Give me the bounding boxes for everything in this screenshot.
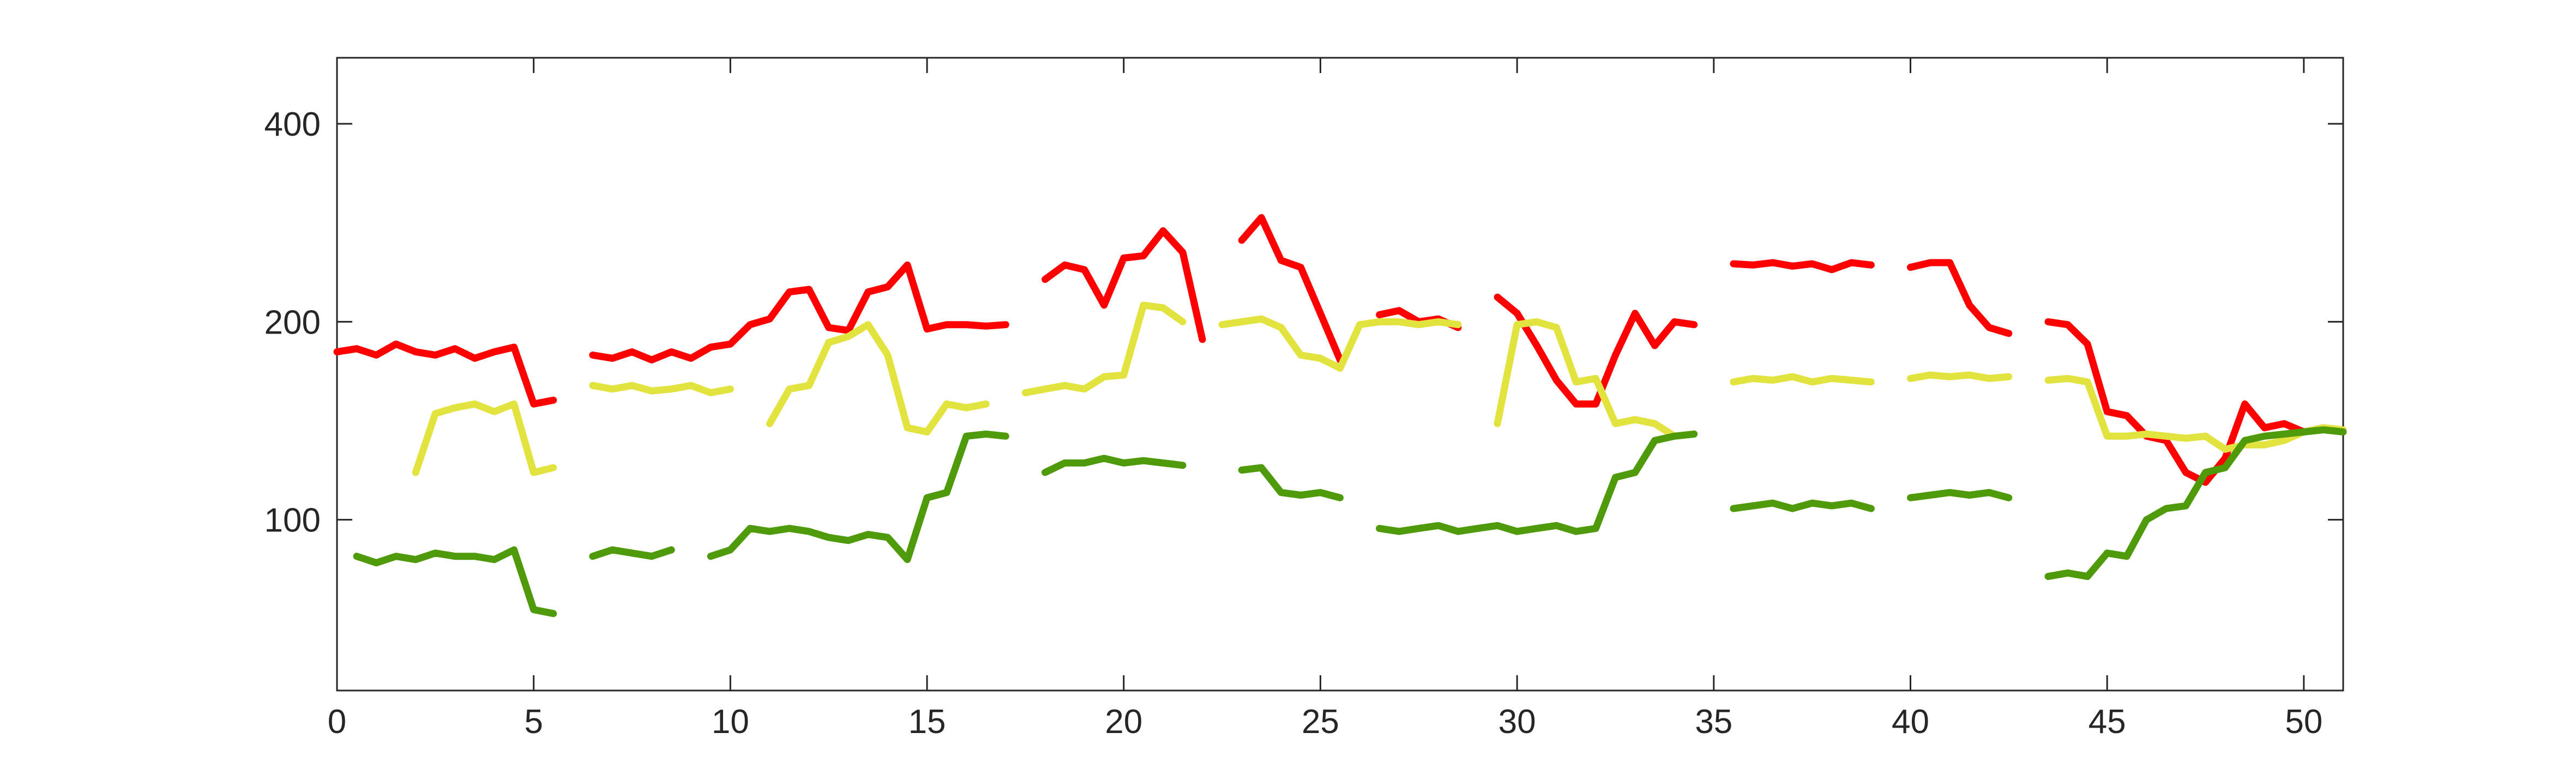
y-tick-label: 400 [264, 106, 321, 143]
x-tick-label: 10 [712, 703, 749, 741]
y-tick-label: 100 [264, 502, 321, 540]
x-tick-label: 20 [1105, 703, 1142, 741]
x-tick-label: 35 [1695, 703, 1732, 741]
x-tick-label: 40 [1892, 703, 1929, 741]
plot-area [336, 57, 2344, 692]
x-tick-label: 30 [1498, 703, 1536, 741]
y-tick-label: 200 [264, 304, 321, 341]
x-tick-label: 50 [2285, 703, 2322, 741]
x-tick-label: 25 [1302, 703, 1339, 741]
x-tick-label: 0 [328, 703, 346, 741]
x-tick-label: 5 [524, 703, 543, 741]
series-line [353, 426, 2347, 617]
x-tick-label: 15 [908, 703, 946, 741]
x-tick-label: 45 [2089, 703, 2126, 741]
series-line [412, 301, 2347, 476]
